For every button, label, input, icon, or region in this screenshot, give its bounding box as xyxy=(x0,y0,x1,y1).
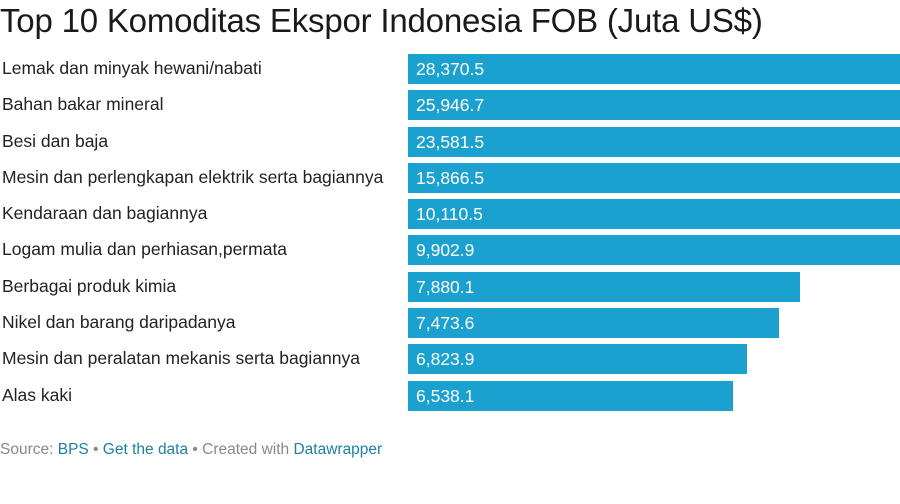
category-label: Nikel dan barang daripadanya xyxy=(2,312,236,333)
value-label: 9,902.9 xyxy=(416,240,475,261)
bar-track: 9,902.9 xyxy=(408,235,900,266)
value-label: 7,880.1 xyxy=(416,276,475,297)
bar-chart: Lemak dan minyak hewani/nabati 28,370.5 Ba… xyxy=(0,54,900,417)
bar-track: 6,823.9 xyxy=(408,344,900,375)
chart-title: Top 10 Komoditas Ekspor Indonesia FOB (J… xyxy=(0,2,763,39)
category-label: Bahan bakar mineral xyxy=(2,94,164,115)
bar-row: Logam mulia dan perhiasan,permata 9,902.9 xyxy=(0,235,900,271)
bar xyxy=(408,54,900,84)
value-label: 25,946.7 xyxy=(416,95,485,116)
value-label: 7,473.6 xyxy=(416,313,475,334)
category-label: Mesin dan perlengkapan elektrik serta ba… xyxy=(2,166,384,187)
bar xyxy=(408,162,900,193)
bar-track: 7,473.6 xyxy=(408,308,900,339)
bar-row: Alas kaki 6,538.1 xyxy=(0,380,900,417)
value-label: 23,581.5 xyxy=(416,131,485,152)
bar-track: 28,370.5 xyxy=(408,54,900,84)
value-label: 15,866.5 xyxy=(416,167,485,188)
bar-row: Besi dan baja 23,581.5 xyxy=(0,126,900,163)
source-prefix: Source: xyxy=(0,441,58,458)
bar-track: 6,538.1 xyxy=(408,380,900,411)
bar xyxy=(408,344,748,375)
bar xyxy=(408,126,900,157)
category-label: Besi dan baja xyxy=(2,130,109,151)
created-with-text: • Created with xyxy=(188,441,294,458)
bar-track: 15,866.5 xyxy=(408,162,900,193)
bar xyxy=(408,90,900,121)
bar-track: 25,946.7 xyxy=(408,90,900,121)
bar-track: 23,581.5 xyxy=(408,126,900,157)
bar-row: Lemak dan minyak hewani/nabati 28,370.5 xyxy=(0,54,900,90)
chart-footer: Source: BPS • Get the data • Created wit… xyxy=(0,441,382,459)
category-label: Kendaraan dan bagiannya xyxy=(2,203,208,224)
value-label: 10,110.5 xyxy=(416,204,483,225)
bar xyxy=(408,199,900,230)
datawrapper-link[interactable]: Datawrapper xyxy=(293,441,383,458)
value-label: 6,823.9 xyxy=(416,349,475,370)
category-label: Alas kaki xyxy=(2,384,73,405)
bar-row: Berbagai produk kimia 7,880.1 xyxy=(0,271,900,308)
bar-row: Nikel dan barang daripadanya 7,473.6 xyxy=(0,308,900,344)
source-link[interactable]: BPS xyxy=(57,441,89,458)
bar-row: Kendaraan dan bagiannya 10,110.5 xyxy=(0,199,900,235)
bar xyxy=(408,380,733,411)
bar-row: Bahan bakar mineral 25,946.7 xyxy=(0,90,900,126)
bar-track: 7,880.1 xyxy=(408,271,900,302)
category-label: Berbagai produk kimia xyxy=(2,275,177,296)
category-label: Mesin dan peralatan mekanis serta bagian… xyxy=(2,348,360,369)
footer-separator: • xyxy=(88,441,103,458)
bar-row: Mesin dan peralatan mekanis serta bagian… xyxy=(0,344,900,380)
value-label: 28,370.5 xyxy=(416,59,485,79)
bar xyxy=(408,271,800,302)
bar xyxy=(408,308,780,339)
category-label: Logam mulia dan perhiasan,permata xyxy=(2,239,288,260)
category-label: Lemak dan minyak hewani/nabati xyxy=(2,58,262,78)
bar xyxy=(408,235,900,266)
bar-row: Mesin dan perlengkapan elektrik serta ba… xyxy=(0,162,900,199)
bar-track: 10,110.5 xyxy=(408,199,900,230)
value-label: 6,538.1 xyxy=(416,385,475,406)
get-data-link[interactable]: Get the data xyxy=(102,441,189,458)
